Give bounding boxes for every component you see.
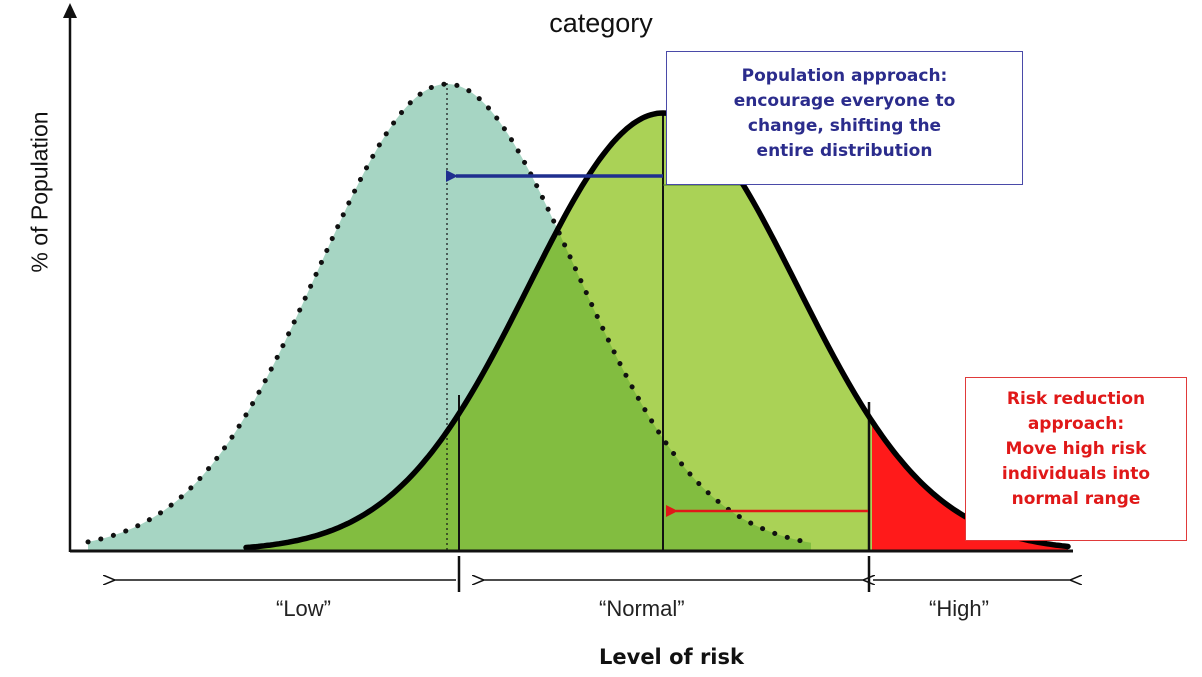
low-category-label: “Low”	[276, 596, 332, 621]
callout-line: approach:	[1027, 414, 1125, 434]
callout-line: Risk reduction	[1006, 389, 1146, 409]
x-axis-label: Level of risk	[599, 645, 744, 669]
callout-line: change, shifting the	[747, 116, 942, 136]
y-axis-arrowhead	[63, 3, 77, 18]
shifted-distribution-curve	[85, 81, 814, 546]
high-risk-area	[872, 421, 1068, 551]
normal-category-label: “Normal”	[599, 596, 685, 621]
callout-line: Move high risk	[1005, 439, 1147, 459]
callout-line: normal range	[1011, 489, 1141, 509]
callout-line: entire distribution	[756, 141, 933, 161]
callout-line: individuals into	[1001, 464, 1151, 484]
callout-line: Population approach:	[741, 66, 948, 86]
high-category-label: “High”	[929, 596, 989, 621]
current-distribution-curve	[243, 110, 1071, 551]
population-approach-callout: Population approach: encourage everyone …	[666, 51, 1023, 185]
chart-title: category	[549, 8, 653, 38]
y-axis-label: % of Population	[26, 111, 53, 273]
risk-reduction-callout: Risk reduction approach: Move high risk …	[965, 377, 1187, 541]
callout-line: encourage everyone to	[733, 91, 956, 111]
